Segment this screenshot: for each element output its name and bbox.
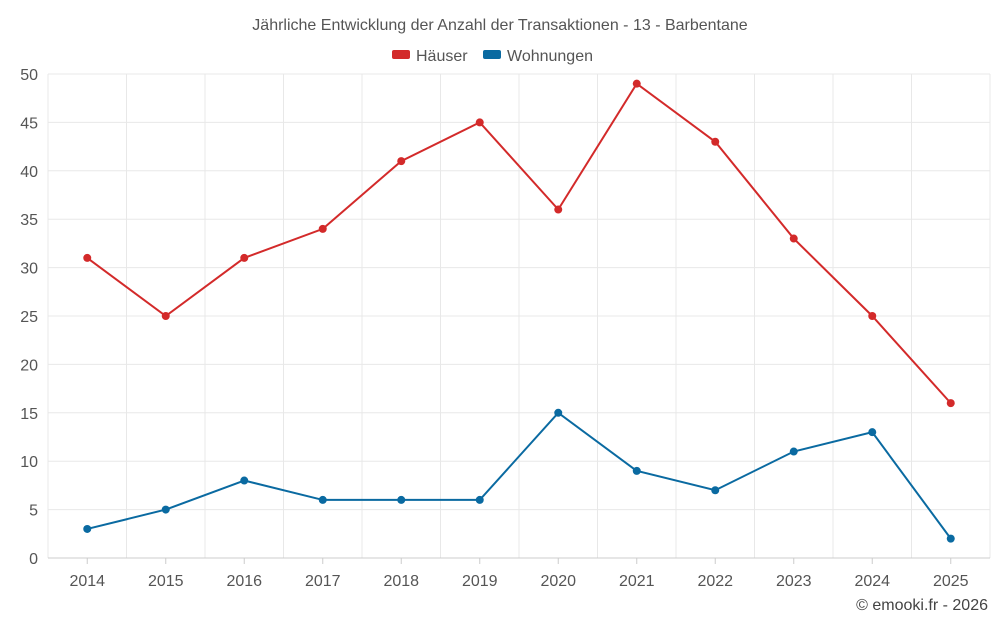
x-tick-label: 2017 [305, 573, 341, 590]
data-point-haeuser[interactable] [868, 312, 877, 320]
data-point-haeuser[interactable] [397, 157, 406, 166]
x-tick-label: 2025 [933, 573, 969, 590]
data-point-haeuser[interactable] [789, 234, 798, 243]
credit-text: © emooki.fr - 2026 [856, 597, 988, 614]
data-point-haeuser[interactable] [240, 253, 249, 262]
x-tick-label: 2022 [697, 573, 733, 590]
data-point-haeuser[interactable] [83, 253, 92, 262]
y-tick-label: 45 [20, 115, 38, 132]
x-tick-label: 2016 [226, 573, 262, 590]
y-tick-label: 40 [20, 164, 38, 181]
grid [47, 73, 991, 558]
x-tick-label: 2020 [540, 573, 576, 590]
y-tick-label: 30 [20, 261, 38, 278]
x-tick-label: 2024 [854, 573, 890, 590]
data-point-haeuser[interactable] [161, 312, 170, 320]
x-tick-label: 2021 [619, 573, 655, 590]
data-point-haeuser[interactable] [946, 399, 955, 408]
data-point-wohnungen[interactable] [632, 466, 641, 475]
data-point-wohnungen[interactable] [554, 408, 563, 417]
data-point-haeuser[interactable] [632, 79, 641, 88]
data-point-wohnungen[interactable] [240, 476, 249, 485]
y-tick-label: 20 [20, 357, 38, 374]
x-tick-label: 2023 [776, 573, 812, 590]
legend: Häuser Wohnungen [392, 48, 593, 65]
y-tick-label: 50 [20, 67, 38, 84]
data-point-wohnungen[interactable] [161, 505, 170, 514]
data-point-haeuser[interactable] [318, 224, 327, 233]
data-point-wohnungen[interactable] [868, 428, 877, 437]
legend-label-haeuser[interactable]: Häuser [416, 48, 468, 65]
y-tick-label: 0 [29, 551, 38, 568]
data-point-wohnungen[interactable] [83, 524, 92, 533]
data-point-wohnungen[interactable] [475, 495, 484, 504]
data-point-wohnungen[interactable] [946, 534, 955, 543]
data-point-haeuser[interactable] [554, 205, 563, 214]
series [83, 79, 955, 543]
y-axis: 0 5 10 15 20 25 30 35 40 45 50 [20, 67, 38, 568]
x-tick-label: 2019 [462, 573, 498, 590]
data-point-haeuser[interactable] [475, 118, 484, 127]
y-tick-label: 25 [20, 309, 38, 326]
data-point-wohnungen[interactable] [397, 495, 406, 504]
data-point-haeuser[interactable] [711, 137, 720, 146]
y-tick-label: 15 [20, 406, 38, 423]
data-point-wohnungen[interactable] [318, 495, 327, 504]
x-tick-label: 2014 [69, 573, 105, 590]
x-tick-label: 2015 [148, 573, 184, 590]
legend-swatch-wohnungen [483, 50, 501, 59]
y-tick-label: 10 [20, 454, 38, 471]
x-axis: 2014 2015 2016 2017 2018 2019 2020 2021 2022 2023… [48, 557, 990, 590]
legend-label-wohnungen[interactable]: Wohnungen [507, 48, 593, 65]
y-tick-label: 5 [29, 503, 38, 520]
legend-swatch-haeuser [392, 50, 410, 59]
data-point-wohnungen[interactable] [711, 486, 720, 495]
x-tick-label: 2018 [383, 573, 419, 590]
data-point-wohnungen[interactable] [789, 447, 798, 456]
chart-title: Jährliche Entwicklung der Anzahl der Tra… [252, 17, 748, 34]
series-line-haeuser [86, 82, 952, 404]
y-tick-label: 35 [20, 212, 38, 229]
series-line-wohnungen [87, 411, 952, 540]
